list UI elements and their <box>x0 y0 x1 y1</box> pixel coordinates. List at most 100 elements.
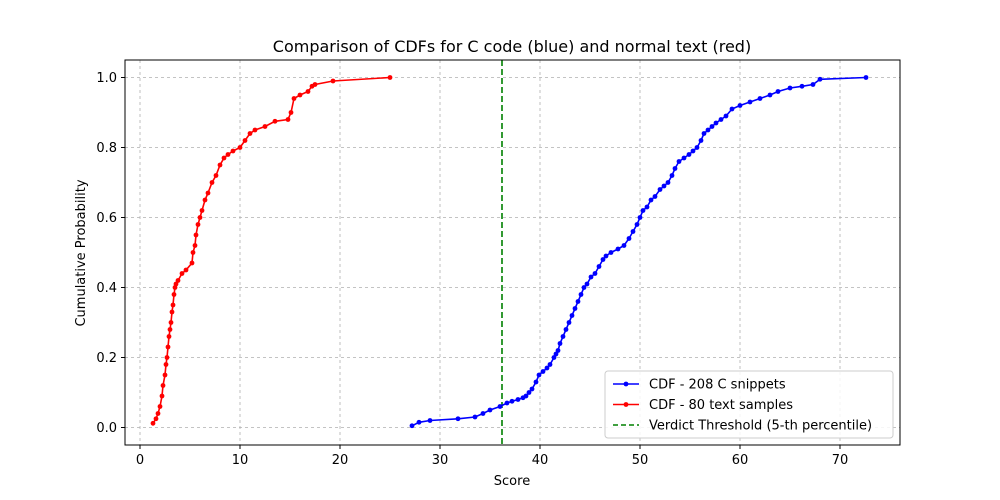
data-point <box>657 187 663 192</box>
data-point <box>169 309 175 315</box>
data-point <box>523 393 529 399</box>
x-axis-label: Score <box>494 474 530 489</box>
data-point <box>787 85 793 91</box>
data-point <box>557 341 563 346</box>
data-point <box>197 215 203 220</box>
data-point <box>163 362 169 367</box>
data-point <box>297 92 303 98</box>
data-point <box>634 222 640 227</box>
data-point <box>596 264 602 269</box>
legend-label: Verdict Threshold (5-th percentile) <box>649 419 872 434</box>
data-point <box>767 92 773 98</box>
data-point <box>155 411 161 416</box>
data-point <box>242 138 248 143</box>
data-point <box>648 197 654 203</box>
x-axis-ticks: 0 10 20 30 40 50 60 70 <box>136 445 848 468</box>
data-point <box>221 155 227 161</box>
data-point <box>192 243 198 248</box>
data-point <box>159 393 165 399</box>
y-tick-label: 0.8 <box>96 141 117 156</box>
data-point <box>247 131 253 136</box>
data-point <box>472 414 478 420</box>
data-point <box>193 232 199 238</box>
data-point <box>723 113 729 119</box>
data-point <box>757 96 763 101</box>
data-point <box>566 320 572 325</box>
data-point <box>572 306 578 311</box>
data-point <box>533 379 539 385</box>
x-tick-label: 60 <box>732 453 749 468</box>
data-point <box>497 404 503 409</box>
data-point <box>581 285 587 290</box>
x-tick-label: 50 <box>632 453 649 468</box>
data-point <box>189 260 195 266</box>
plot-frame <box>124 59 901 446</box>
data-point <box>199 208 205 213</box>
y-tick-label: 0.2 <box>96 351 117 366</box>
data-point <box>737 103 743 108</box>
data-point <box>171 292 177 297</box>
legend-label: CDF - 80 text samples <box>649 398 793 413</box>
data-series <box>150 75 869 429</box>
data-point <box>167 327 173 332</box>
data-point <box>817 76 823 82</box>
y-tick-label: 0.4 <box>96 281 117 296</box>
data-point <box>427 418 433 423</box>
data-point <box>555 348 561 353</box>
data-point <box>681 155 687 161</box>
data-point <box>455 416 461 422</box>
data-point <box>262 124 268 129</box>
x-tick-label: 20 <box>332 453 349 468</box>
y-axis-label: Cumulative Probability <box>74 179 89 326</box>
data-point <box>551 355 557 360</box>
data-point <box>225 152 231 157</box>
data-point <box>626 236 632 241</box>
data-point <box>252 127 258 133</box>
data-point <box>592 271 598 276</box>
data-point <box>173 281 179 287</box>
data-point <box>529 386 535 392</box>
data-point <box>640 208 646 213</box>
data-point <box>729 106 735 112</box>
data-point <box>686 152 692 157</box>
data-point <box>588 274 594 280</box>
data-point <box>272 118 278 124</box>
data-point <box>698 138 704 143</box>
data-point <box>799 83 805 89</box>
data-point <box>168 320 174 325</box>
data-point <box>615 246 621 252</box>
data-point <box>665 180 671 185</box>
legend-marker <box>623 402 629 407</box>
data-point <box>608 250 614 255</box>
data-point <box>652 194 658 199</box>
data-point <box>487 407 493 413</box>
data-point <box>644 204 650 210</box>
data-point <box>536 372 542 378</box>
data-point <box>153 416 159 422</box>
data-point <box>288 110 294 115</box>
data-point <box>195 222 201 227</box>
data-point <box>676 159 682 164</box>
x-tick-label: 30 <box>432 453 449 468</box>
data-point <box>515 397 521 402</box>
x-tick-label: 10 <box>232 453 249 468</box>
data-point <box>578 292 584 297</box>
data-point <box>705 127 711 133</box>
data-point <box>621 243 627 248</box>
data-point <box>175 278 181 283</box>
data-point <box>202 197 208 203</box>
data-point <box>213 173 219 178</box>
data-point <box>480 411 486 416</box>
data-point <box>416 419 422 425</box>
data-point <box>237 145 243 150</box>
data-point <box>694 145 700 150</box>
data-point <box>547 362 553 367</box>
y-tick-label: 0.0 <box>96 421 117 436</box>
x-tick-label: 0 <box>136 453 144 468</box>
data-point <box>164 355 170 360</box>
data-point <box>560 334 566 339</box>
data-point <box>230 148 236 154</box>
data-point <box>160 383 166 388</box>
data-point <box>661 183 667 189</box>
